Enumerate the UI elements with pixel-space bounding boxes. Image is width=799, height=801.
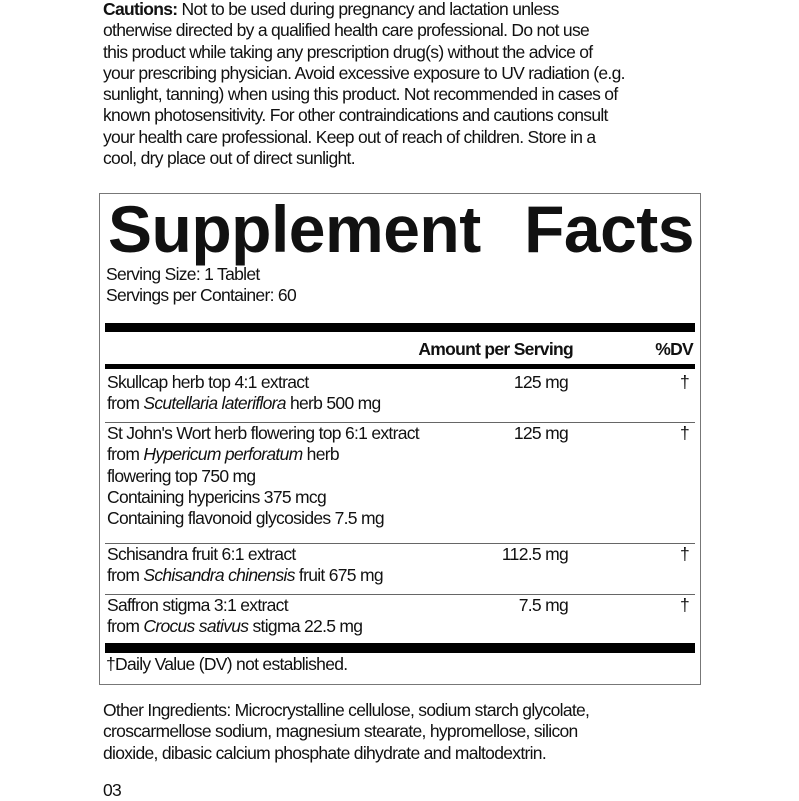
ingredient-detail: from Schisandra chinensis fruit 675 mg xyxy=(105,565,695,586)
ingredient-detail: Containing hypericins 375 mcg xyxy=(105,487,695,508)
column-header: Amount per Serving %DV xyxy=(105,339,695,363)
cautions-label: Cautions: xyxy=(103,0,178,19)
other-ingredients-line: dioxide, dibasic calcium phosphate dihyd… xyxy=(103,742,547,763)
detail-text: from xyxy=(107,393,144,414)
title-word: Facts xyxy=(524,192,694,266)
ingredient-detail: Containing flavonoid glycosides 7.5 mg xyxy=(105,508,695,529)
ingredient-dv: † xyxy=(679,423,690,443)
cautions-paragraph: Cautions: Not to be used during pregnanc… xyxy=(103,0,703,169)
title-word: Supplement xyxy=(108,192,481,266)
supplement-facts-panel: Supplement Facts Serving Size: 1 Tablet … xyxy=(99,193,701,685)
detail-text: herb 500 mg xyxy=(285,393,381,414)
ingredient-row: Skullcap herb top 4:1 extract from Scutel… xyxy=(105,372,695,423)
servings-per-container: Servings per Container: 60 xyxy=(106,285,297,306)
ingredient-row: St John's Wort herb flowering top 6:1 ex… xyxy=(105,423,695,544)
other-ingredients: Other Ingredients: Microcrystalline cell… xyxy=(103,700,703,764)
cautions-text: Not to be used during pregnancy and lact… xyxy=(177,0,560,19)
footnote: †Daily Value (DV) not established. xyxy=(106,654,348,674)
detail-text: fruit 675 mg xyxy=(294,565,384,586)
cautions-line: this product while taking any prescripti… xyxy=(103,41,593,62)
ingredient-name: Saffron stigma 3:1 extract xyxy=(107,595,289,615)
cautions-line: known photosensitivity. For other contra… xyxy=(103,105,608,126)
detail-text: Containing flavonoid glycosides 7.5 mg xyxy=(107,508,385,529)
ingredient-name: Schisandra fruit 6:1 extract xyxy=(107,544,296,564)
ingredient-detail: from Scutellaria lateriflora herb 500 mg xyxy=(105,393,695,414)
cautions-line: Cautions: Not to be used during pregnanc… xyxy=(103,0,703,20)
cautions-line: cool, dry place out of direct sunlight. xyxy=(103,148,356,169)
page-number: 03 xyxy=(103,780,122,800)
ingredient-amount: 125 mg xyxy=(513,423,569,443)
botanical-name: Scutellaria lateriflora xyxy=(143,393,286,414)
detail-text: from xyxy=(107,565,144,586)
ingredient-dv: † xyxy=(679,544,690,564)
ingredient-amount: 125 mg xyxy=(513,372,569,392)
ingredient-amount: 112.5 mg xyxy=(501,544,569,564)
other-ingredients-line: croscarmellose sodium, magnesium stearat… xyxy=(103,721,578,742)
ingredient-dv: † xyxy=(679,372,690,392)
detail-text: flowering top 750 mg xyxy=(107,465,256,486)
detail-text: from xyxy=(107,616,144,637)
cautions-line: your prescribing physician. Avoid excess… xyxy=(103,62,625,83)
cautions-line: otherwise directed by a qualified health… xyxy=(103,20,590,41)
other-ingredients-line: Other Ingredients: Microcrystalline cell… xyxy=(103,700,590,720)
ingredient-detail: from Crocus sativus stigma 22.5 mg xyxy=(105,616,695,637)
serving-info: Serving Size: 1 Tablet Servings per Cont… xyxy=(106,264,297,307)
botanical-name: Crocus sativus xyxy=(143,616,249,637)
detail-text: stigma 22.5 mg xyxy=(248,616,364,637)
ingredient-dv: † xyxy=(679,595,690,615)
serving-size: Serving Size: 1 Tablet xyxy=(106,264,260,284)
ingredient-name: St John's Wort herb flowering top 6:1 ex… xyxy=(107,423,420,443)
panel-title: Supplement Facts xyxy=(108,194,694,264)
ingredient-detail: flowering top 750 mg xyxy=(105,466,695,487)
header-amount: Amount per Serving xyxy=(418,339,573,359)
ingredient-row: Saffron stigma 3:1 extract from Crocus sa… xyxy=(105,595,695,641)
botanical-name: Hypericum perforatum xyxy=(143,444,303,465)
cautions-line: sunlight, tanning) when using this produ… xyxy=(103,84,618,105)
medium-divider xyxy=(105,364,695,369)
ingredient-amount: 7.5 mg xyxy=(518,595,569,615)
ingredient-name: Skullcap herb top 4:1 extract xyxy=(107,372,309,392)
thick-divider xyxy=(105,643,695,653)
ingredient-detail: from Hypericum perforatum herb xyxy=(105,444,695,465)
detail-text: herb xyxy=(302,444,340,465)
header-dv: %DV xyxy=(655,339,693,359)
cautions-line: your health care professional. Keep out … xyxy=(103,126,596,147)
ingredient-row: Schisandra fruit 6:1 extract from Schisan… xyxy=(105,544,695,595)
detail-text: from xyxy=(107,444,144,465)
thick-divider xyxy=(105,323,695,332)
detail-text: Containing hypericins 375 mcg xyxy=(107,486,327,507)
botanical-name: Schisandra chinensis xyxy=(143,565,295,586)
